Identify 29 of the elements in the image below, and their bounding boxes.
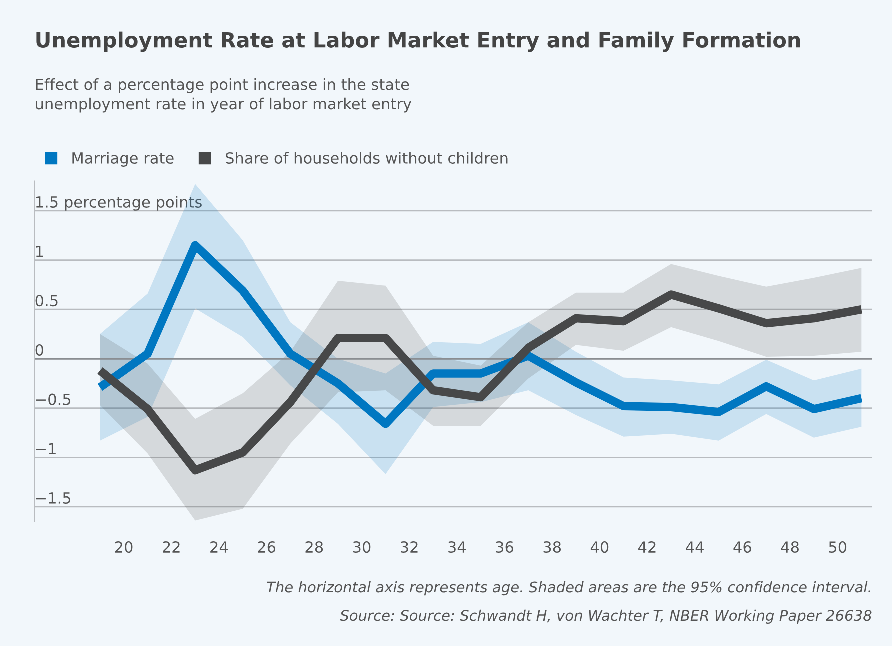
y-tick-label: 1 xyxy=(36,246,44,258)
x-tick-label: 24 xyxy=(210,541,228,553)
x-tick-label: 40 xyxy=(590,541,609,554)
x-tick-label: 42 xyxy=(638,541,656,553)
source-note: Source: Source: Schwandt H, von Wachter T, NBER Working Paper 26638 xyxy=(340,610,872,624)
y-tick-label: −1 xyxy=(36,443,56,454)
x-tick-label: 46 xyxy=(734,541,752,554)
x-tick-label: 28 xyxy=(306,541,324,554)
x-tick-label: 26 xyxy=(258,541,276,554)
x-tick-label: 44 xyxy=(686,542,704,553)
x-tick-label: 36 xyxy=(496,541,514,554)
y-tick-label: 0.5 xyxy=(36,295,58,307)
chart-title: Unemployment Rate at Labor Market Entry and Family Formation xyxy=(36,32,800,52)
y-tick-label: 0 xyxy=(36,344,44,356)
y-tick-label: −1.5 xyxy=(36,492,71,504)
x-tick-label: 22 xyxy=(163,541,180,553)
x-tick-label: 34 xyxy=(448,541,466,554)
text: The horizontal axis represents age. Shaded areas are the 95% confidence interval. xyxy=(267,581,870,596)
x-tick-label: 38 xyxy=(544,541,562,554)
y-tick-label: 1.5 percentage points xyxy=(36,196,202,211)
legend-label: Marriage rate xyxy=(72,152,174,167)
x-tick-label: 20 xyxy=(115,541,133,554)
y-tick-label: −0.5 xyxy=(36,394,71,406)
x-tick-label: 48 xyxy=(781,541,799,554)
chart-subtitle: Effect of a percentage point increase in the state unemployment rate in year of labor market entry xyxy=(36,78,412,113)
legend-label: Share of households without children xyxy=(226,152,508,164)
x-tick-label: 50 xyxy=(829,541,847,554)
x-tick-label: 32 xyxy=(401,541,418,554)
x-tick-label: 30 xyxy=(353,541,371,554)
